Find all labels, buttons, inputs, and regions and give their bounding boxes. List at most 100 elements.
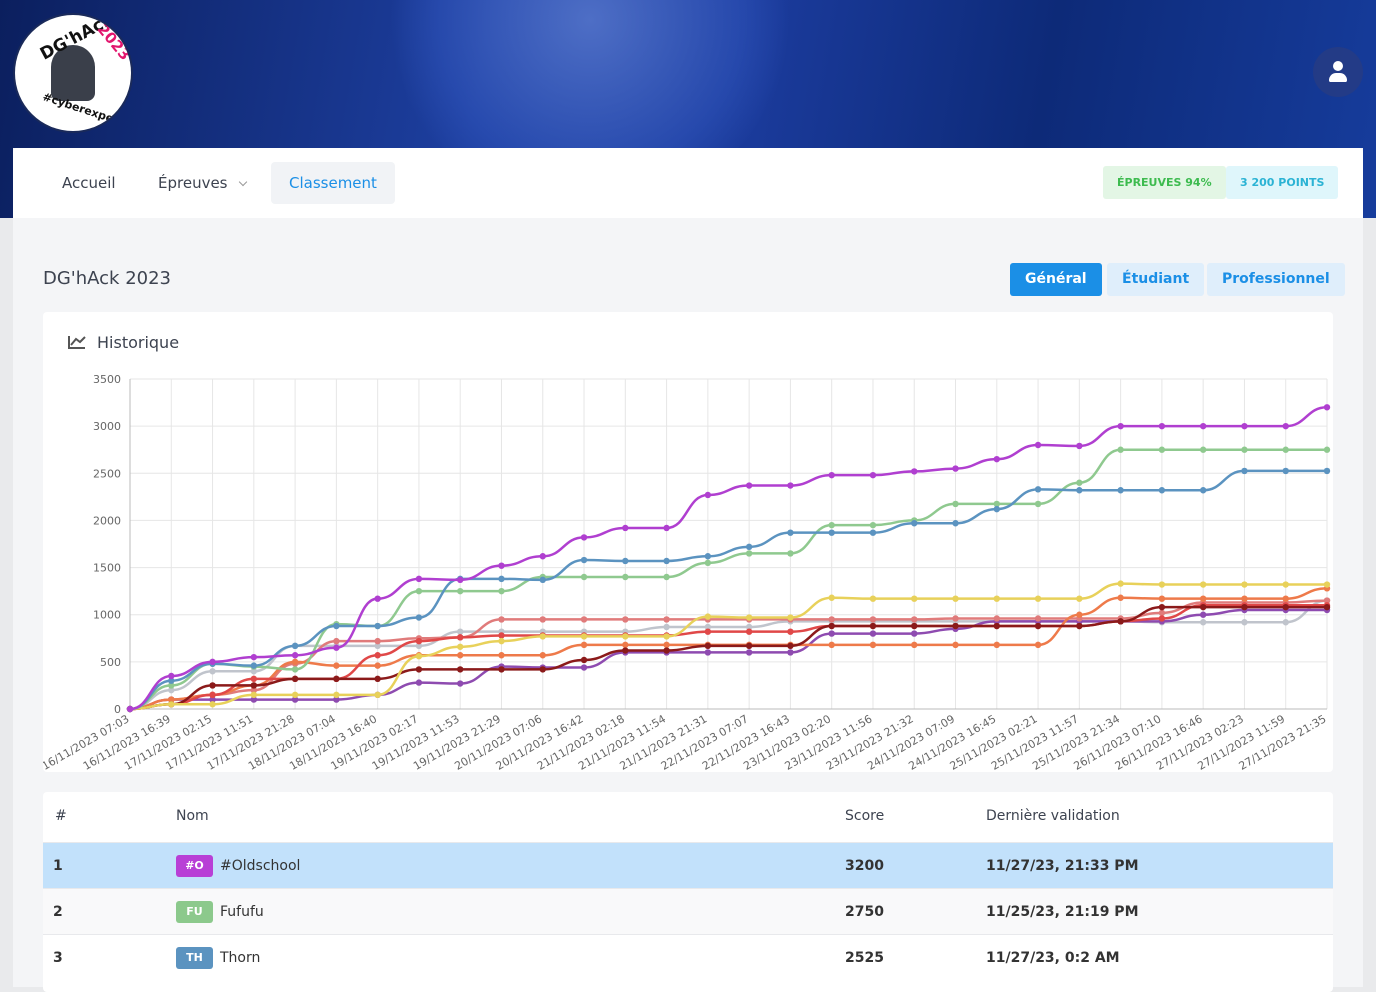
data-point — [333, 644, 340, 651]
data-point — [457, 628, 464, 635]
data-point — [1158, 581, 1166, 588]
column-header: Nom — [176, 808, 209, 824]
data-point — [745, 550, 753, 557]
data-point — [374, 652, 381, 659]
data-point — [787, 628, 794, 635]
nav-item[interactable]: Accueil — [62, 174, 116, 192]
data-point — [1034, 486, 1042, 493]
data-point — [828, 471, 835, 479]
data-point — [1158, 446, 1166, 453]
data-point — [580, 534, 588, 541]
data-point — [1323, 597, 1331, 604]
data-point — [1323, 581, 1331, 588]
data-point — [580, 616, 588, 623]
data-point — [168, 672, 175, 680]
rank: 3 — [53, 950, 63, 966]
data-point — [498, 632, 505, 639]
data-point — [333, 675, 340, 683]
table-header: # Nom Score Dernière validation — [43, 792, 1333, 842]
data-point — [1282, 467, 1289, 475]
data-point — [498, 587, 505, 595]
table-row[interactable]: 3 TH Thorn 2525 11/27/23, 0:2 AM — [43, 934, 1333, 981]
data-point — [291, 652, 299, 659]
data-point — [250, 682, 258, 689]
data-point — [580, 573, 588, 581]
data-point — [787, 649, 794, 656]
data-point — [1158, 603, 1166, 611]
data-point — [828, 529, 835, 536]
nav-item[interactable]: Classement — [271, 162, 395, 204]
data-point — [580, 641, 588, 649]
data-point — [1034, 595, 1042, 602]
table-row[interactable]: 2 FU Fufufu 2750 11/25/23, 21:19 PM — [43, 888, 1333, 935]
data-point — [952, 465, 959, 472]
data-point — [291, 675, 299, 683]
nav-item[interactable]: Épreuves — [140, 162, 264, 204]
data-point — [1199, 611, 1207, 618]
data-point — [498, 637, 505, 645]
data-point — [828, 622, 835, 630]
data-point — [291, 642, 299, 650]
data-point — [1158, 609, 1166, 617]
data-point — [1117, 487, 1124, 494]
y-tick-label: 2000 — [93, 514, 121, 527]
data-point — [580, 656, 588, 664]
data-point — [1034, 500, 1042, 508]
last-validation: 11/25/23, 21:19 PM — [986, 904, 1139, 920]
data-point — [250, 696, 258, 703]
data-point — [869, 641, 877, 649]
data-point — [952, 520, 959, 527]
tab[interactable]: Étudiant — [1107, 263, 1205, 296]
data-point — [622, 647, 629, 654]
data-point — [291, 666, 299, 673]
data-point — [952, 595, 959, 602]
data-point — [869, 616, 877, 623]
data-point — [1241, 595, 1248, 602]
y-tick-label: 3000 — [93, 420, 121, 433]
table-row[interactable]: 1 #O #Oldschool 3200 11/27/23, 21:33 PM — [43, 842, 1333, 889]
data-point — [1117, 422, 1124, 430]
data-point — [250, 668, 258, 675]
data-point — [209, 682, 216, 689]
data-point — [1323, 467, 1331, 475]
data-point — [333, 662, 340, 669]
data-point — [1282, 581, 1289, 588]
data-point — [415, 575, 423, 583]
data-point — [663, 647, 670, 654]
data-point — [1117, 446, 1124, 453]
data-point — [457, 587, 464, 595]
chart: Historique 05001000150020002500300035001… — [40, 333, 1331, 773]
tab[interactable]: Professionnel — [1207, 263, 1345, 296]
score: 2525 — [845, 950, 884, 966]
data-point — [250, 675, 258, 683]
logo[interactable]: DG'hAck 2023 #cyberexpert — [15, 15, 131, 131]
data-point — [415, 614, 423, 621]
user-icon-body — [1329, 73, 1347, 82]
tab[interactable]: Général — [1010, 263, 1102, 296]
data-point — [415, 653, 423, 660]
data-point — [622, 557, 629, 565]
data-point — [1199, 603, 1207, 611]
data-point — [787, 550, 794, 557]
data-point — [498, 575, 505, 583]
data-point — [415, 587, 423, 595]
badge: 3 200 POINTS — [1226, 166, 1339, 199]
data-point — [1158, 422, 1166, 430]
data-point — [704, 642, 712, 650]
data-point — [1241, 422, 1248, 430]
data-point — [1199, 422, 1207, 430]
data-point — [869, 595, 877, 602]
data-point — [1282, 422, 1289, 430]
data-point — [498, 616, 505, 623]
data-point — [374, 637, 381, 645]
data-point — [498, 666, 505, 673]
data-point — [539, 576, 546, 584]
data-point — [374, 622, 381, 630]
data-point — [498, 562, 505, 569]
team-cell: #O #Oldschool — [176, 843, 300, 889]
data-point — [911, 468, 918, 475]
data-point — [745, 614, 753, 621]
data-point — [457, 634, 464, 641]
user-button[interactable] — [1313, 47, 1363, 97]
rank: 1 — [53, 858, 63, 874]
